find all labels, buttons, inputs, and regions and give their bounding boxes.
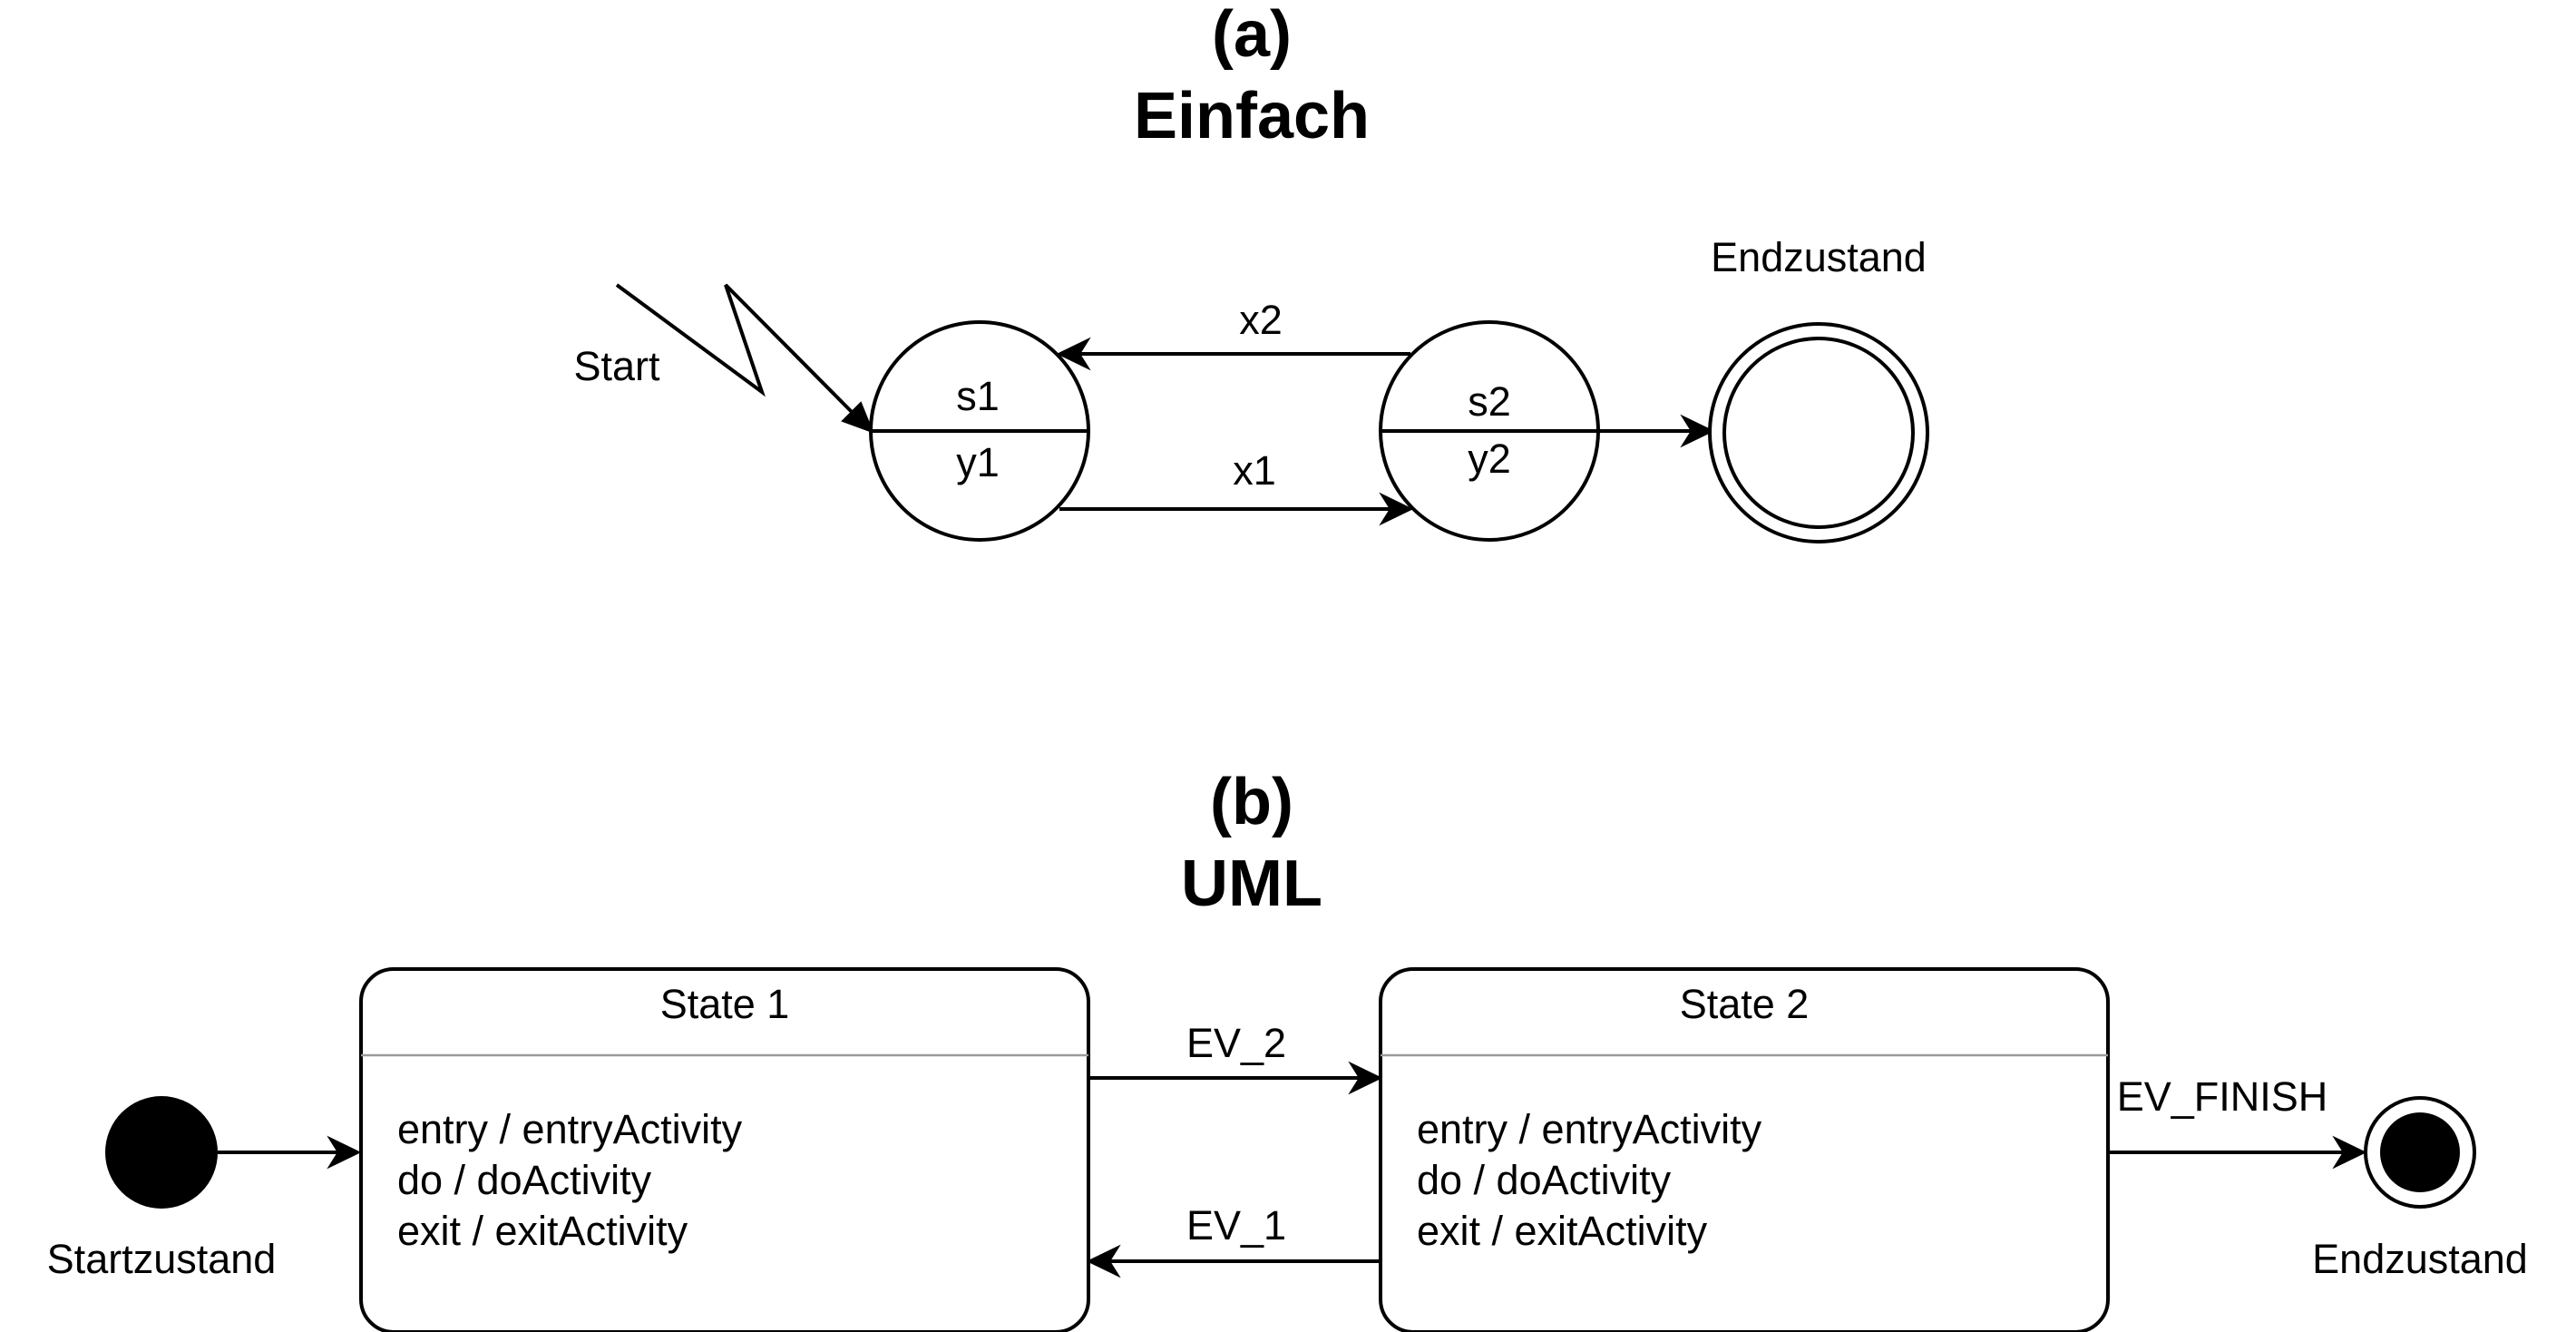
final-state-a <box>1708 322 1929 544</box>
transition-ev-finish <box>2108 1135 2367 1170</box>
transition-x1-label: x1 <box>1233 447 1276 494</box>
state-1-name: State 1 <box>660 981 790 1027</box>
state-s1-output: y1 <box>956 439 1000 485</box>
initial-state <box>105 1096 218 1209</box>
state-2-name: State 2 <box>1680 981 1810 1027</box>
state-1: State 1 entry / entryActivity do / doAct… <box>359 967 1090 1332</box>
diagram-a-label: (a) <box>1212 0 1292 71</box>
state-s1-name: s1 <box>956 373 1000 419</box>
final-state-b-label: Endzustand <box>2312 1236 2528 1282</box>
state-s2: s2 y2 <box>1379 320 1600 542</box>
transition-ev2-label: EV_2 <box>1186 1020 1286 1066</box>
diagram-b-label: (b) <box>1210 766 1293 838</box>
transition-ev1 <box>1086 1244 1381 1278</box>
initial-state-label: Startzustand <box>47 1236 277 1282</box>
transition-ev2 <box>1088 1061 1383 1095</box>
transition-ev1-label: EV_1 <box>1186 1202 1286 1249</box>
transition-to-final-a <box>1598 414 1715 448</box>
state-1-exit: exit / exitActivity <box>397 1208 688 1254</box>
transition-initial <box>218 1135 362 1170</box>
state-2: State 2 entry / entryActivity do / doAct… <box>1379 967 2110 1332</box>
diagram-a: (a) Einfach Start s1 y1 s2 y2 x2 <box>573 0 1929 544</box>
final-state-a-label: Endzustand <box>1711 234 1927 280</box>
transition-x2-label: x2 <box>1239 297 1283 343</box>
state-2-exit: exit / exitActivity <box>1417 1208 1708 1254</box>
transition-x2 <box>1056 337 1410 371</box>
diagram-b: (b) UML Startzustand State 1 entry / ent… <box>47 766 2528 1332</box>
state-s2-output: y2 <box>1468 436 1511 482</box>
final-state-b <box>2364 1096 2476 1209</box>
diagram-b-title: UML <box>1181 847 1322 920</box>
start-arrow <box>615 283 874 434</box>
transition-x1 <box>1059 492 1414 526</box>
state-2-do: do / doActivity <box>1417 1157 1672 1203</box>
state-1-do: do / doActivity <box>397 1157 652 1203</box>
diagram-a-title: Einfach <box>1134 80 1370 152</box>
start-label: Start <box>573 343 660 389</box>
state-s2-name: s2 <box>1468 378 1511 425</box>
transition-ev-finish-label: EV_FINISH <box>2117 1073 2328 1120</box>
state-s1: s1 y1 <box>869 320 1090 542</box>
state-1-entry: entry / entryActivity <box>397 1106 743 1152</box>
state-2-entry: entry / entryActivity <box>1417 1106 1762 1152</box>
